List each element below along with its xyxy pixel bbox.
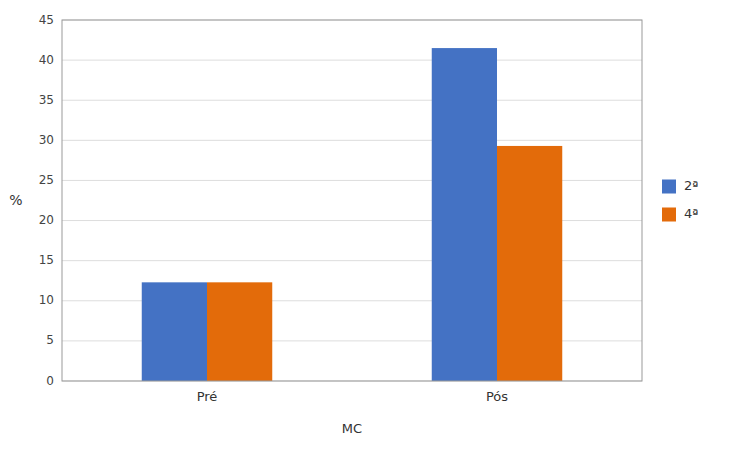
x-tick-label: Pós [486,389,508,404]
grid-line [62,140,642,141]
x-tick-label: Pré [197,389,218,404]
y-axis-label: % [9,192,22,208]
grid-line [62,60,642,61]
legend-label: 4ª [684,206,698,221]
y-tick-label: 10 [39,293,54,307]
grid-line [62,100,642,101]
y-tick-label: 40 [39,53,54,67]
bar [142,282,207,381]
y-tick-label: 0 [46,374,54,388]
legend-label: 2ª [684,178,698,193]
bar [497,146,562,381]
legend-swatch [662,208,676,222]
y-tick-label: 25 [39,173,54,187]
y-tick-label: 5 [46,333,54,347]
legend-swatch [662,180,676,194]
y-tick-label: 30 [39,133,54,147]
bar [207,282,272,381]
x-axis-label: MC [342,421,362,436]
y-tick-label: 15 [39,253,54,267]
y-tick-label: 45 [39,13,54,27]
plot-frame [62,20,642,381]
y-tick-label: 20 [39,213,54,227]
chart: 0 5 10 15 20 25 30 35 40 45 Pré Pós MC% 2ª 4ª [0,0,752,451]
y-tick-label: 35 [39,93,54,107]
bar [432,48,497,381]
bars [142,48,563,381]
